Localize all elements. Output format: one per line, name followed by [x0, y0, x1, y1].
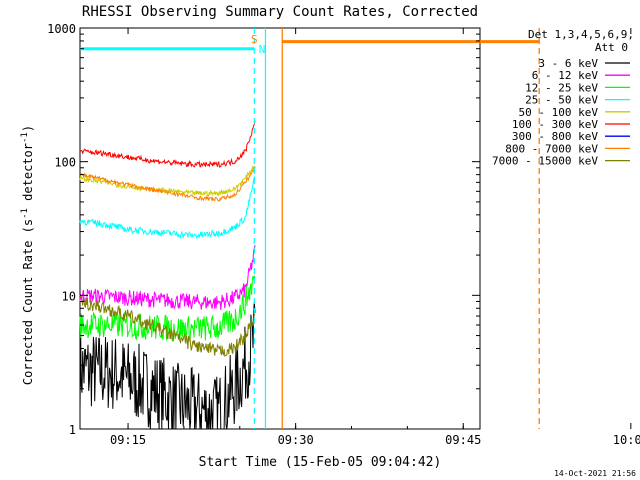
series-line	[79, 274, 256, 342]
legend-label: 100 - 300 keV	[512, 118, 598, 131]
legend-label: 300 - 800 keV	[512, 130, 598, 143]
series-line	[79, 301, 256, 430]
x-tick-label: 09:15	[110, 433, 146, 447]
legend-label: 50 - 100 keV	[519, 106, 599, 119]
legend-label: 6 - 12 keV	[532, 69, 599, 82]
legend-header-line1: Det 1,3,4,5,6,9,	[528, 28, 634, 41]
series-line	[79, 244, 256, 310]
y-tick-label: 1000	[47, 22, 76, 36]
y-tick-label: 1	[69, 423, 76, 437]
legend-label: 800 - 7000 keV	[505, 142, 598, 155]
chart-title: RHESSI Observing Summary Count Rates, Co…	[82, 4, 478, 20]
x-tick-label: 09:30	[278, 433, 314, 447]
y-tick-label: 10	[62, 289, 76, 303]
y-tick-label: 100	[54, 156, 76, 170]
x-tick-label: 09:45	[445, 433, 481, 447]
series-line	[79, 294, 256, 357]
y-axis-label: Corrected Count Rate (s-1 detector-1)	[20, 125, 35, 385]
x-axis-label: Start Time (15-Feb-05 09:04:42)	[199, 455, 442, 470]
y-axis: 1 10 100 1000	[47, 22, 480, 437]
x-tick-label: 10:00	[613, 433, 640, 447]
legend-header-line2: Att 0	[595, 41, 628, 54]
series-line	[79, 175, 256, 240]
legend-label: 3 - 6 keV	[538, 57, 598, 70]
night-label: N	[259, 43, 266, 56]
series-line	[79, 120, 256, 168]
legend-label: 7000 - 15000 keV	[492, 155, 598, 168]
legend-label: 12 - 25 keV	[525, 81, 598, 94]
saa-start-label: S	[251, 33, 258, 46]
generated-timestamp: 14-Oct-2021 21:56	[554, 469, 636, 478]
plot-frame	[79, 27, 481, 430]
plot-area: SNF	[79, 27, 540, 430]
legend-label: 25 - 50 keV	[525, 94, 598, 107]
series-line	[79, 166, 256, 202]
